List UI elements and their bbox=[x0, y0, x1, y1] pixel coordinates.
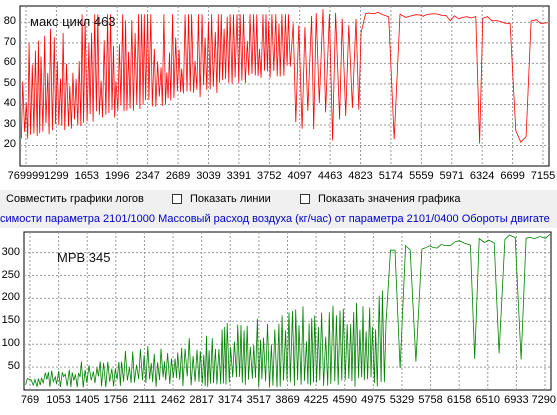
x-tick-label: 1756 bbox=[103, 394, 129, 406]
chart-options-bar: Совместить графики логов Показать линии … bbox=[0, 190, 557, 210]
x-tick-label: 6510 bbox=[475, 394, 501, 406]
y-tick-label: 20 bbox=[3, 138, 16, 151]
show-lines-label: Показать линии bbox=[190, 193, 271, 205]
y-tick-label: 150 bbox=[1, 314, 20, 327]
x-tick-label: 4097 bbox=[287, 170, 312, 182]
y-tick-label: 100 bbox=[1, 337, 20, 350]
x-tick-label: 2689 bbox=[165, 170, 191, 182]
series-line bbox=[21, 9, 549, 144]
combine-logs-label: Совместить графики логов bbox=[6, 193, 144, 205]
top-chart-legend: макс цикл 463 bbox=[30, 14, 116, 29]
y-tick-label: 250 bbox=[1, 268, 20, 281]
x-tick-label: 7290 bbox=[531, 394, 556, 406]
x-tick-label: 2347 bbox=[135, 170, 160, 182]
x-tick-label: 3752 bbox=[257, 170, 282, 182]
y-tick-label: 80 bbox=[3, 15, 16, 28]
x-tick-label: 6699 bbox=[500, 170, 525, 182]
y-tick-label: 70 bbox=[3, 35, 16, 48]
x-tick-label: 5758 bbox=[418, 394, 443, 406]
x-tick-label: 7155 bbox=[530, 170, 556, 182]
x-tick-label: 2462 bbox=[160, 394, 186, 406]
show-values-label: Показать значения графика bbox=[318, 193, 461, 205]
x-tick-label: 1053 bbox=[46, 394, 71, 406]
x-tick-label: 1653 bbox=[74, 170, 100, 182]
x-tick-label: 2817 bbox=[189, 394, 214, 406]
x-tick-label: 5971 bbox=[439, 170, 464, 182]
x-tick-label: 4463 bbox=[317, 170, 343, 182]
y-tick-label: 40 bbox=[3, 97, 16, 110]
show-lines-checkbox[interactable] bbox=[172, 194, 182, 204]
y-tick-label: 300 bbox=[1, 245, 20, 258]
bottom-chart-title-strip: симости параметра 2101/1000 Массовый рас… bbox=[0, 210, 557, 228]
x-tick-label: 4590 bbox=[332, 394, 357, 406]
x-tick-label: 1405 bbox=[74, 394, 100, 406]
show-values-checkbox[interactable] bbox=[300, 194, 310, 204]
x-tick-label: 3039 bbox=[196, 170, 221, 182]
x-tick-label: 1299 bbox=[44, 170, 69, 182]
series-line bbox=[25, 234, 551, 388]
x-tick-label: 4225 bbox=[303, 394, 329, 406]
x-tick-label: 5329 bbox=[389, 394, 415, 406]
x-tick-label: 2111 bbox=[133, 394, 156, 406]
y-tick-label: 30 bbox=[3, 117, 16, 130]
x-tick-label: 5559 bbox=[409, 170, 434, 182]
x-tick-label: 6158 bbox=[446, 394, 472, 406]
x-tick-label: 4823 bbox=[348, 170, 373, 182]
x-tick-label: 769999 bbox=[7, 170, 45, 182]
x-tick-label: 1996 bbox=[104, 170, 130, 182]
x-tick-label: 5174 bbox=[378, 170, 404, 182]
y-tick-label: 200 bbox=[1, 291, 20, 304]
x-tick-label: 3174 bbox=[218, 394, 243, 406]
y-tick-label: 50 bbox=[7, 360, 20, 373]
x-tick-label: 6324 bbox=[469, 170, 495, 182]
x-tick-label: 4975 bbox=[361, 394, 386, 406]
x-tick-label: 3869 bbox=[275, 394, 300, 406]
x-tick-label: 3517 bbox=[246, 394, 272, 406]
bottom-chart-plot bbox=[23, 231, 552, 391]
x-tick-label: 769 bbox=[20, 394, 40, 406]
bottom-chart-legend: МРВ 345 bbox=[57, 250, 111, 265]
plot-frame bbox=[19, 5, 550, 167]
bottom-chart-title: симости параметра 2101/1000 Массовый рас… bbox=[0, 213, 550, 225]
y-tick-label: 60 bbox=[3, 56, 16, 69]
x-tick-label: 3391 bbox=[226, 170, 252, 182]
y-tick-label: 50 bbox=[3, 76, 16, 89]
x-tick-label: 6933 bbox=[504, 394, 529, 406]
top-chart-plot bbox=[19, 5, 550, 167]
